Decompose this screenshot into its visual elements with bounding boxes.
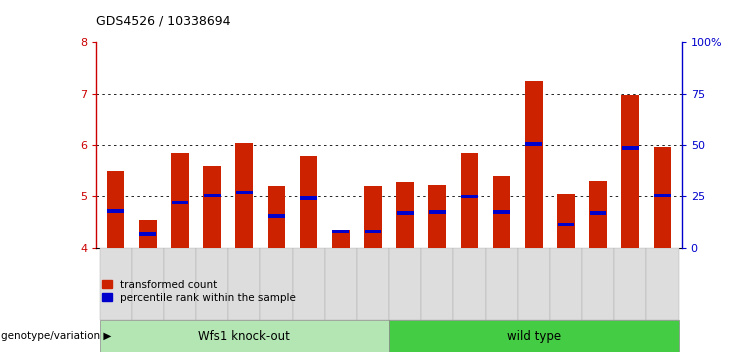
- Bar: [525, 81, 542, 248]
- Bar: [485, 248, 518, 320]
- Bar: [107, 171, 124, 248]
- Text: genotype/variation ▶: genotype/variation ▶: [1, 331, 111, 341]
- Bar: [325, 248, 357, 320]
- Bar: [429, 210, 445, 214]
- Bar: [421, 248, 453, 320]
- Bar: [99, 248, 132, 320]
- Bar: [396, 211, 413, 215]
- Bar: [139, 219, 156, 248]
- Bar: [196, 248, 228, 320]
- Bar: [236, 190, 253, 194]
- Bar: [365, 230, 382, 233]
- Bar: [557, 223, 574, 227]
- Legend: transformed count, percentile rank within the sample: transformed count, percentile rank withi…: [102, 280, 296, 303]
- Bar: [300, 196, 317, 200]
- Bar: [654, 194, 671, 197]
- Bar: [164, 248, 196, 320]
- Bar: [132, 248, 164, 320]
- Bar: [518, 248, 550, 320]
- Bar: [622, 146, 639, 149]
- Bar: [582, 248, 614, 320]
- Bar: [461, 153, 478, 248]
- Bar: [654, 147, 671, 248]
- Bar: [525, 142, 542, 146]
- Bar: [557, 194, 575, 248]
- Bar: [389, 248, 421, 320]
- Bar: [260, 248, 293, 320]
- Bar: [268, 186, 285, 248]
- Bar: [236, 143, 253, 248]
- Bar: [357, 248, 389, 320]
- Text: Wfs1 knock-out: Wfs1 knock-out: [199, 330, 290, 343]
- Bar: [493, 176, 511, 248]
- Bar: [453, 248, 485, 320]
- Bar: [622, 95, 639, 248]
- Bar: [300, 156, 317, 248]
- Bar: [590, 211, 606, 215]
- Bar: [646, 248, 679, 320]
- Text: GDS4526 / 10338694: GDS4526 / 10338694: [96, 14, 231, 27]
- Bar: [268, 214, 285, 218]
- Bar: [461, 195, 478, 198]
- Bar: [389, 320, 679, 352]
- Bar: [333, 230, 349, 233]
- Bar: [293, 248, 325, 320]
- Bar: [364, 186, 382, 248]
- Bar: [550, 248, 582, 320]
- Bar: [614, 248, 646, 320]
- Bar: [396, 182, 414, 248]
- Bar: [171, 153, 189, 248]
- Bar: [428, 185, 446, 248]
- Bar: [172, 201, 188, 204]
- Bar: [228, 248, 260, 320]
- Bar: [203, 166, 221, 248]
- Bar: [139, 232, 156, 236]
- Bar: [107, 209, 124, 213]
- Bar: [589, 181, 607, 248]
- Bar: [99, 320, 389, 352]
- Bar: [332, 230, 350, 248]
- Bar: [204, 194, 221, 197]
- Text: wild type: wild type: [507, 330, 561, 343]
- Bar: [494, 210, 510, 214]
